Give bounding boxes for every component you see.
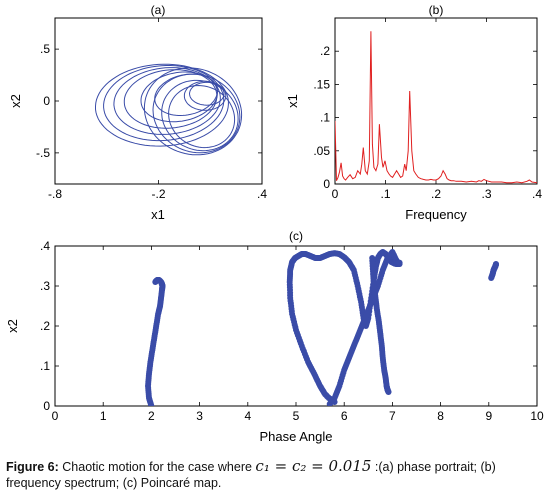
y-tick-label: .1 [320, 111, 330, 125]
caption-figure-label: Figure 6: [6, 460, 59, 474]
panel-title: (c) [289, 229, 303, 243]
panel-title: (a) [151, 3, 166, 17]
plot-area [335, 31, 537, 184]
x-tick-label: 8 [437, 409, 444, 423]
x-tick-label: .3 [481, 187, 491, 201]
y-tick-label: 0 [43, 94, 50, 108]
y-tick-label: .1 [40, 359, 50, 373]
x-tick-label: 3 [196, 409, 203, 423]
panel-c: 0 1 2 3 4 5 6 7 8 9 10 0 .1 .2 .3 .4 (c) Phase Angle x2 [5, 229, 544, 444]
x-tick-label: 0 [332, 187, 339, 201]
trajectory-loop [168, 84, 236, 149]
x-tick-label: 7 [389, 409, 396, 423]
y-tick-label: .15 [313, 77, 330, 91]
caption-text-after: :(a) phase portrait; (b) frequency spect… [6, 460, 496, 490]
x-tick-label: 0 [52, 409, 59, 423]
poincare-point [396, 259, 403, 266]
y-tick-label: .2 [40, 319, 50, 333]
y-tick-label: .2 [320, 44, 330, 58]
plot-area [145, 249, 499, 406]
y-tick-label: .05 [313, 144, 330, 158]
x-tick-label: .4 [532, 187, 542, 201]
x-tick-label: .4 [257, 187, 267, 201]
plot-frame [334, 17, 538, 185]
x-axis-label: Phase Angle [259, 429, 332, 444]
y-axis-label: x2 [8, 94, 23, 108]
trajectory-loop [188, 81, 225, 106]
plot-area [95, 63, 243, 156]
trajectory-loop [113, 67, 221, 135]
trajectory-loop [143, 67, 243, 156]
trajectory-loop [140, 71, 218, 123]
trajectory-loop [161, 79, 239, 152]
trajectory-loop [183, 80, 227, 111]
y-tick-label: -.5 [36, 146, 50, 160]
y-tick-label: .3 [40, 279, 50, 293]
y-tick-label: 0 [323, 177, 330, 191]
x-tick-label: 6 [341, 409, 348, 423]
plot-frame [54, 17, 263, 185]
x-tick-label: 1 [100, 409, 107, 423]
panel-title: (b) [429, 3, 444, 17]
x-tick-label: .1 [380, 187, 390, 201]
y-axis-label: x2 [5, 319, 20, 333]
x-tick-label: 5 [293, 409, 300, 423]
x-tick-label: -.8 [48, 187, 62, 201]
caption-math: c₁ = c₂ = 0.015 [255, 457, 372, 475]
x-tick-label: 10 [530, 409, 544, 423]
x-tick-label: .2 [431, 187, 441, 201]
x-tick-label: 9 [485, 409, 492, 423]
poincare-point [152, 279, 159, 285]
caption-text-before: Chaotic motion for the case where [58, 460, 256, 474]
x-axis-label: x1 [151, 207, 165, 222]
trajectory-loop [152, 73, 241, 154]
trajectory-loop [154, 73, 219, 116]
x-tick-label: -.2 [151, 187, 165, 201]
x-tick-label: 4 [244, 409, 251, 423]
poincare-point [493, 261, 499, 267]
panel-a: -.8 -.2 .4 -.5 0 .5 (a) x1 x2 [8, 3, 267, 222]
x-tick-label: 2 [148, 409, 155, 423]
spectrum-line [335, 31, 537, 184]
y-axis-label: x1 [285, 94, 300, 108]
y-tick-label: .5 [40, 42, 50, 56]
poincare-point [385, 389, 392, 395]
y-tick-label: .4 [40, 239, 50, 253]
trajectory-loop [95, 63, 229, 147]
figure-caption: Figure 6: Chaotic motion for the case wh… [6, 458, 546, 491]
panel-b: 0 .1 .2 .3 .4 0 .05 .1 .15 .2 (b) Frequency x1 [285, 3, 542, 222]
y-tick-label: 0 [43, 399, 50, 413]
x-axis-label: Frequency [405, 207, 467, 222]
